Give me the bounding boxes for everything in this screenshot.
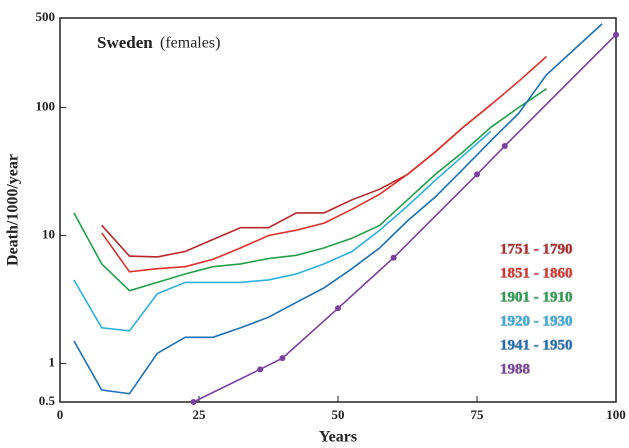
legend-label: 1988 — [500, 361, 530, 377]
x-tick-label: 100 — [606, 407, 626, 422]
series-line — [73, 23, 603, 395]
y-tick-label: 100 — [36, 98, 56, 113]
y-tick-label: 10 — [42, 226, 55, 241]
x-tick-label: 50 — [332, 407, 345, 422]
chart-subtitle: (females) — [160, 35, 220, 52]
x-axis-label: Years — [319, 429, 357, 446]
data-point — [613, 31, 619, 38]
legend-label: 1920 - 1930 — [500, 313, 573, 329]
series-line — [193, 34, 617, 403]
series-line — [73, 88, 547, 292]
data-point — [335, 305, 341, 312]
data-point — [390, 254, 397, 261]
data-point — [474, 171, 480, 178]
legend-label: 1751 - 1790 — [500, 241, 573, 257]
data-point — [279, 355, 286, 362]
series-line — [101, 104, 492, 258]
data-point — [190, 399, 197, 405]
x-tick-label: 0 — [57, 407, 64, 422]
y-tick-label: 1 — [49, 354, 56, 369]
legend-label: 1901 - 1910 — [500, 289, 573, 305]
series-line — [73, 130, 492, 332]
y-tick-label: 0.5 — [39, 393, 56, 408]
data-point — [501, 143, 508, 149]
legend-label: 1941 - 1950 — [500, 337, 573, 353]
y-tick-label: 500 — [36, 9, 56, 24]
x-tick-label: 75 — [471, 407, 485, 422]
chart-title: Sweden — [97, 33, 153, 52]
data-point — [257, 366, 264, 373]
series-line — [101, 55, 548, 273]
y-axis-label: Death/1000/year — [5, 154, 22, 266]
x-tick-label: 25 — [193, 407, 207, 422]
legend-label: 1851 - 1860 — [500, 265, 573, 281]
